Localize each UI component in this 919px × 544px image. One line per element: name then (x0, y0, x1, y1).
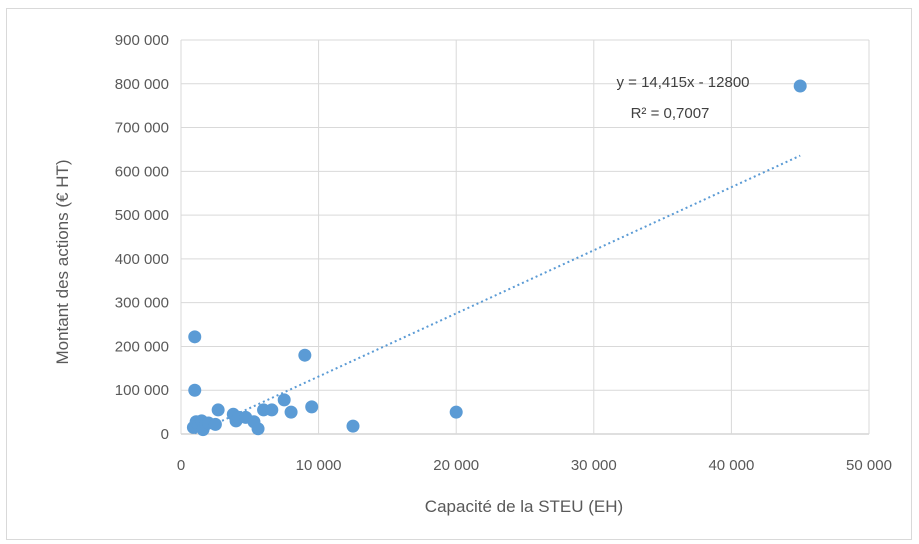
y-tick-label: 300 000 (115, 295, 169, 312)
y-tick-label: 800 000 (115, 76, 169, 93)
data-point (449, 405, 463, 419)
data-point (346, 419, 360, 433)
trendline-layer (194, 154, 801, 435)
data-point (211, 403, 225, 417)
y-tick-label: 600 000 (115, 163, 169, 180)
chart-frame (6, 8, 912, 540)
y-tick-label: 700 000 (115, 120, 169, 137)
y-tick-label: 0 (161, 426, 169, 443)
data-point (265, 403, 279, 417)
data-point (793, 79, 807, 93)
x-tick-label: 0 (177, 457, 185, 474)
y-tick-label: 200 000 (115, 338, 169, 355)
x-axis-title: Capacité de la STEU (EH) (425, 497, 623, 516)
y-axis-title: Montant des actions (€ HT) (53, 159, 72, 364)
data-point (251, 422, 265, 436)
data-point (284, 405, 298, 419)
y-tick-label: 500 000 (115, 207, 169, 224)
x-tick-label: 30 000 (571, 457, 617, 474)
data-point (305, 400, 319, 414)
y-tick-label: 100 000 (115, 382, 169, 399)
x-tick-label: 40 000 (708, 457, 754, 474)
data-point (298, 348, 312, 362)
y-tick-label: 900 000 (115, 32, 169, 49)
trendline (194, 154, 801, 435)
data-point (188, 330, 202, 344)
trendline-r2: R² = 0,7007 (631, 105, 710, 122)
x-axis-tick-labels: 0 10 000 20 000 30 000 40 000 50 000 (177, 457, 892, 474)
data-point (277, 393, 291, 407)
x-tick-label: 50 000 (846, 457, 892, 474)
data-points (186, 79, 807, 437)
trendline-equation: y = 14,415x - 12800 (616, 74, 749, 91)
data-point (188, 383, 202, 397)
y-tick-label: 400 000 (115, 251, 169, 268)
x-tick-label: 10 000 (296, 457, 342, 474)
y-axis-tick-labels: 0 100 000 200 000 300 000 400 000 500 000 600 … (115, 32, 169, 443)
data-point (208, 417, 222, 431)
x-tick-label: 20 000 (433, 457, 479, 474)
gridlines (180, 39, 870, 435)
